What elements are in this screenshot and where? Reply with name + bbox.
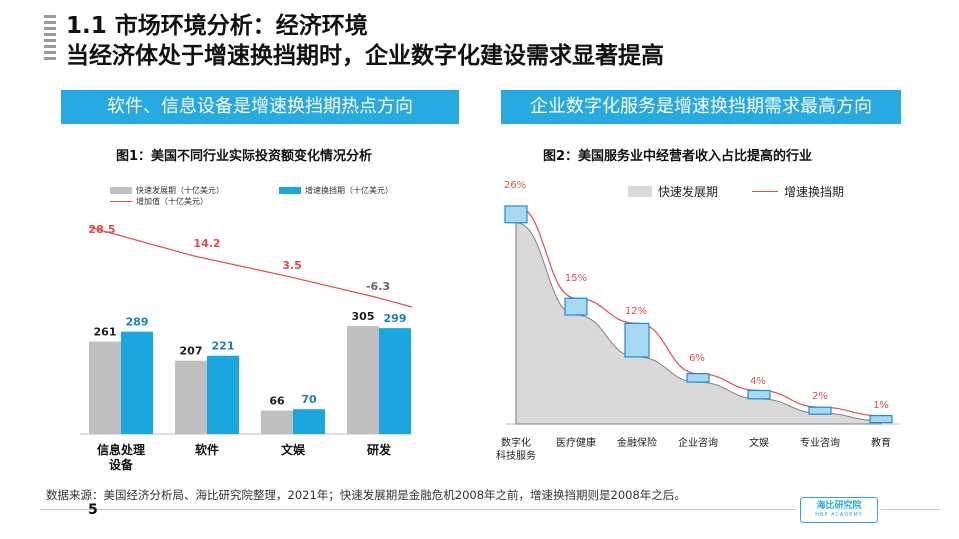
legend2-line-red bbox=[752, 191, 778, 192]
chart1-bar bbox=[293, 409, 325, 434]
page-number: 5 bbox=[88, 502, 98, 518]
legend-shift-period: 增速换挡期（十亿美元） bbox=[279, 185, 393, 196]
legend-line-red bbox=[110, 201, 132, 202]
legend2-fast-period: 快速发展期 bbox=[628, 183, 718, 200]
legend-swatch-blue bbox=[279, 187, 301, 194]
chart2-data-label: 15% bbox=[565, 273, 587, 284]
chart1-bar bbox=[347, 326, 379, 434]
legend-fast-period: 快速发展期（十亿美元） bbox=[110, 185, 224, 196]
left-banner: 软件、信息设备是增速换挡期热点方向 bbox=[61, 90, 459, 124]
chart2-gap-box bbox=[808, 406, 832, 415]
legend2-shift-period: 增速换挡期 bbox=[752, 183, 844, 200]
chart2-category-label: 金融保险 bbox=[617, 436, 657, 449]
chart1-bar bbox=[379, 328, 411, 434]
chart2-category-label: 数字化 bbox=[501, 436, 531, 449]
chart2-category-label: 教育 bbox=[871, 436, 891, 449]
chart2-gap-box bbox=[564, 297, 588, 316]
chart1-category-label: 信息处理 bbox=[97, 442, 145, 457]
source-note: 数据来源：美国经济分析局、海比研究院整理，2021年；快速发展期是金融危机200… bbox=[46, 488, 686, 502]
figure2-title: 图2：美国服务业中经营者收入占比提高的行业 bbox=[543, 149, 813, 164]
chart1-bar-label: 299 bbox=[384, 312, 407, 325]
page-title: 1.1 市场环境分析：经济环境 bbox=[66, 13, 368, 39]
footer-divider bbox=[40, 509, 796, 510]
chart2-data-label: 1% bbox=[873, 400, 889, 411]
brand-logo: 海比研究院 HBP ACADEMY bbox=[800, 497, 878, 523]
chart1-bar bbox=[89, 341, 121, 434]
legend2-swatch-grey bbox=[628, 186, 652, 197]
chart1-bar-label: 221 bbox=[212, 340, 235, 353]
chart1-bar-label: 289 bbox=[126, 316, 149, 329]
chart2-category-label: 医疗健康 bbox=[556, 436, 596, 449]
chart2-category-label: 专业咨询 bbox=[800, 436, 840, 449]
chart2-data-label: 26% bbox=[504, 180, 526, 191]
chart2-category-label: 文娱 bbox=[749, 436, 769, 449]
chart1-increment-line bbox=[88, 226, 413, 308]
legend-swatch-grey bbox=[110, 187, 132, 194]
chart1-bar-label: 207 bbox=[180, 345, 203, 358]
chart1-category-label: 设备 bbox=[109, 457, 134, 472]
chart2-gap-box bbox=[869, 415, 893, 424]
chart1-category-label: 软件 bbox=[195, 442, 219, 457]
chart1-bar-label: 70 bbox=[301, 393, 317, 406]
chart1-bar-label: 261 bbox=[94, 326, 117, 339]
chart1-bar-label: 66 bbox=[269, 395, 285, 408]
chart2-gap-box bbox=[504, 205, 528, 224]
figure1-title: 图1：美国不同行业实际投资额变化情况分析 bbox=[116, 149, 373, 164]
chart1-increment-label: 28.5 bbox=[88, 223, 115, 236]
chart1-increment-label: 3.5 bbox=[282, 259, 302, 272]
chart1-increment-label: -6.3 bbox=[366, 280, 390, 293]
chart2-category-label: 企业咨询 bbox=[678, 436, 718, 449]
footer-divider-right bbox=[880, 509, 940, 510]
chart2-data-label: 4% bbox=[750, 376, 766, 387]
title-decoration bbox=[44, 15, 56, 67]
chart1-category-label: 文娱 bbox=[281, 442, 306, 457]
chart1-bar bbox=[121, 331, 153, 434]
chart1-bar bbox=[175, 360, 207, 434]
chart2-data-label: 6% bbox=[689, 353, 705, 364]
chart2-category-label: 科技服务 bbox=[496, 449, 536, 462]
legend-increment: 增加值（十亿美元） bbox=[110, 196, 208, 207]
chart1-bar bbox=[207, 355, 239, 434]
chart2-gap-box bbox=[686, 373, 710, 383]
page-subtitle: 当经济体处于增速换挡期时，企业数字化建设需求显著提高 bbox=[66, 43, 664, 69]
chart1-bar bbox=[261, 410, 293, 434]
right-banner: 企业数字化服务是增速换挡期需求最高方向 bbox=[501, 90, 901, 124]
chart2-data-label: 12% bbox=[625, 306, 647, 317]
chart2-gap-box bbox=[747, 389, 771, 400]
chart2-gap-box bbox=[624, 322, 650, 358]
chart1-bar-label: 305 bbox=[352, 310, 375, 323]
chart1-category-label: 研发 bbox=[367, 442, 392, 457]
chart2-data-label: 2% bbox=[812, 391, 828, 402]
chart1-increment-label: 14.2 bbox=[193, 237, 220, 250]
